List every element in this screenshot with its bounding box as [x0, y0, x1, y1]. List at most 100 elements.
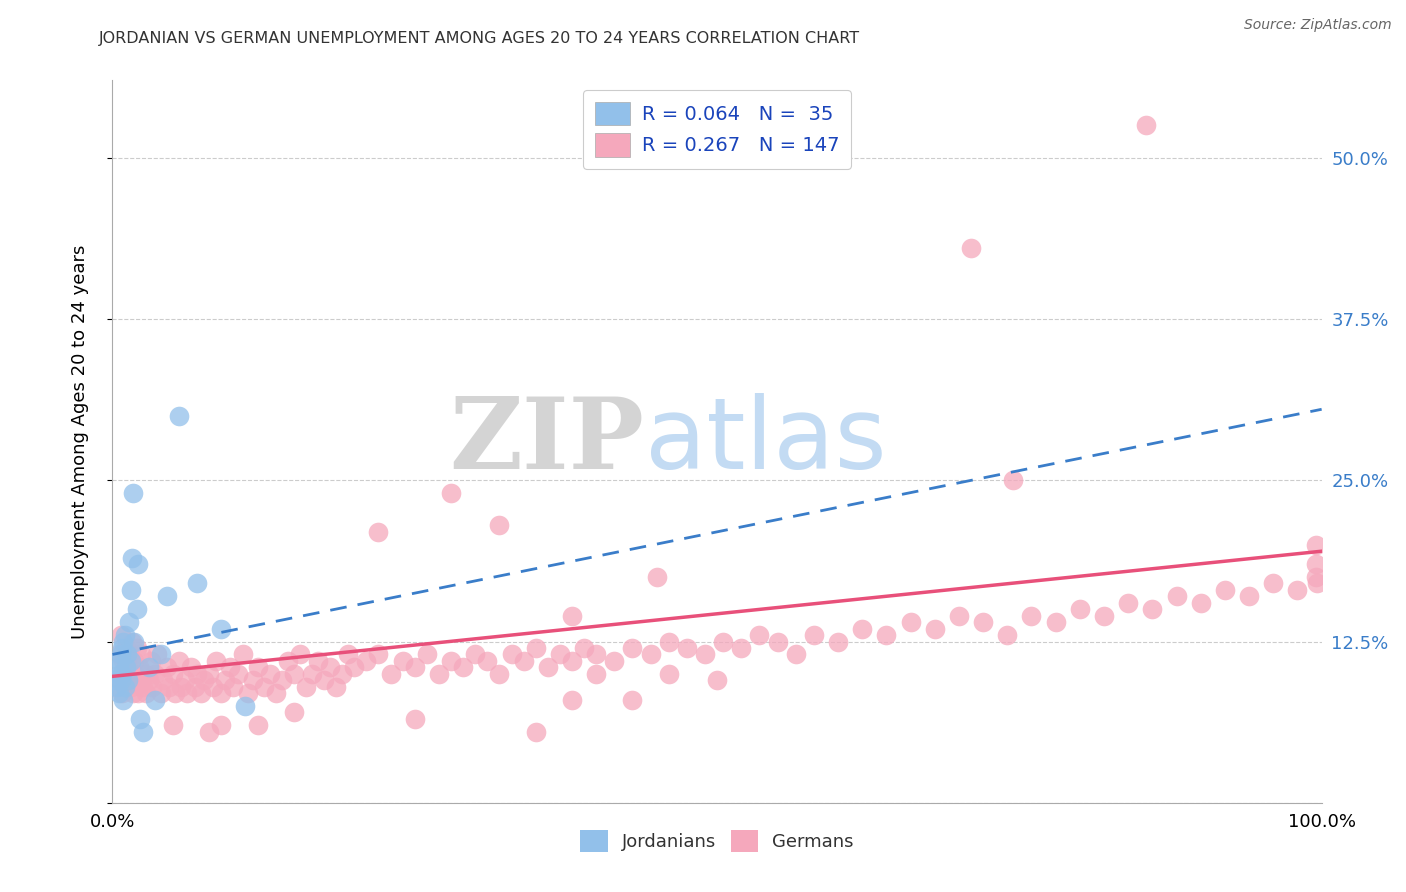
Point — [380, 666, 402, 681]
Point — [114, 666, 136, 681]
Point — [488, 518, 510, 533]
Point — [232, 648, 254, 662]
Point — [253, 680, 276, 694]
Point — [112, 634, 135, 648]
Point — [972, 615, 994, 630]
Point — [143, 692, 166, 706]
Point — [1263, 576, 1285, 591]
Point — [283, 666, 305, 681]
Point — [176, 686, 198, 700]
Point — [121, 634, 143, 648]
Point — [900, 615, 922, 630]
Point — [404, 712, 426, 726]
Point — [693, 648, 716, 662]
Point — [143, 666, 166, 681]
Point — [451, 660, 474, 674]
Point — [124, 666, 146, 681]
Point — [112, 692, 135, 706]
Point — [1166, 590, 1188, 604]
Point — [477, 654, 499, 668]
Point — [524, 640, 547, 655]
Point — [711, 634, 734, 648]
Point — [658, 634, 681, 648]
Point — [675, 640, 697, 655]
Text: ZIP: ZIP — [450, 393, 644, 490]
Point — [488, 666, 510, 681]
Point — [111, 666, 134, 681]
Point — [603, 654, 626, 668]
Point — [730, 640, 752, 655]
Point — [307, 654, 329, 668]
Point — [236, 686, 259, 700]
Point — [785, 648, 807, 662]
Point — [585, 648, 607, 662]
Point — [115, 648, 138, 662]
Point — [319, 660, 342, 674]
Point — [118, 615, 141, 630]
Point — [149, 648, 172, 662]
Point — [367, 524, 389, 539]
Point — [183, 680, 205, 694]
Point — [1286, 582, 1309, 597]
Point — [107, 648, 129, 662]
Point — [1069, 602, 1091, 616]
Point — [108, 666, 131, 681]
Point — [122, 486, 145, 500]
Text: JORDANIAN VS GERMAN UNEMPLOYMENT AMONG AGES 20 TO 24 YEARS CORRELATION CHART: JORDANIAN VS GERMAN UNEMPLOYMENT AMONG A… — [98, 31, 859, 46]
Point — [152, 673, 174, 688]
Point — [218, 660, 240, 674]
Point — [131, 648, 153, 662]
Point — [205, 654, 228, 668]
Point — [112, 654, 135, 668]
Point — [110, 648, 132, 662]
Point — [1237, 590, 1260, 604]
Point — [214, 673, 236, 688]
Point — [186, 666, 208, 681]
Point — [209, 686, 232, 700]
Point — [1305, 557, 1327, 571]
Point — [186, 576, 208, 591]
Point — [180, 660, 202, 674]
Point — [115, 673, 138, 688]
Point — [129, 712, 152, 726]
Point — [246, 718, 269, 732]
Text: Source: ZipAtlas.com: Source: ZipAtlas.com — [1244, 18, 1392, 32]
Point — [105, 680, 128, 694]
Point — [127, 557, 149, 571]
Point — [128, 660, 150, 674]
Point — [111, 686, 134, 700]
Point — [440, 654, 463, 668]
Point — [141, 680, 163, 694]
Point — [146, 648, 169, 662]
Point — [157, 680, 180, 694]
Point — [851, 622, 873, 636]
Point — [235, 699, 257, 714]
Point — [561, 608, 583, 623]
Point — [174, 673, 197, 688]
Point — [1092, 608, 1115, 623]
Point — [226, 666, 249, 681]
Point — [138, 660, 160, 674]
Point — [585, 666, 607, 681]
Point — [132, 724, 155, 739]
Point — [114, 628, 136, 642]
Point — [201, 680, 224, 694]
Point — [1116, 596, 1139, 610]
Point — [367, 648, 389, 662]
Point — [1213, 582, 1236, 597]
Point — [110, 673, 132, 688]
Point — [259, 666, 281, 681]
Point — [110, 628, 132, 642]
Point — [1021, 608, 1043, 623]
Point — [356, 654, 378, 668]
Point — [108, 673, 131, 688]
Point — [1002, 473, 1025, 487]
Point — [193, 673, 215, 688]
Point — [121, 550, 143, 565]
Point — [270, 673, 292, 688]
Point — [343, 660, 366, 674]
Point — [640, 648, 662, 662]
Point — [242, 673, 264, 688]
Point — [537, 660, 560, 674]
Point — [107, 686, 129, 700]
